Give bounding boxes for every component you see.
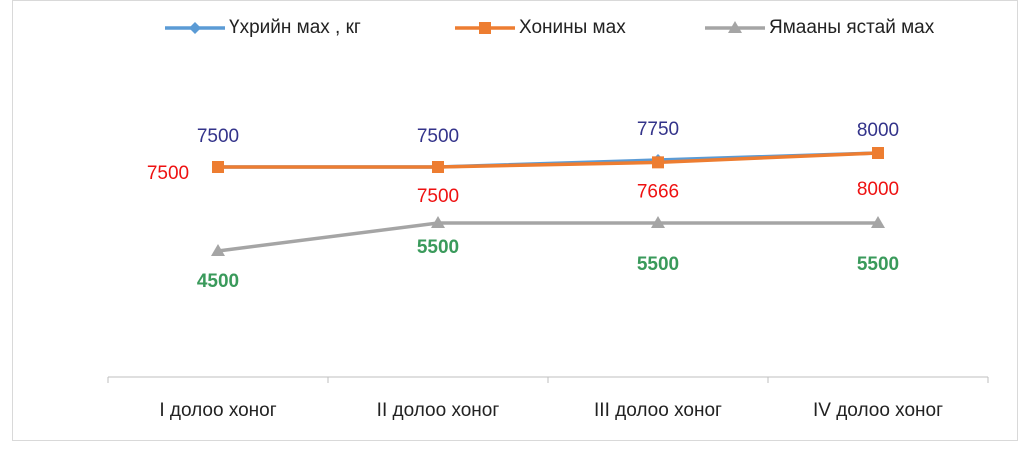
- series-line: [217, 221, 878, 253]
- x-tick-label: III долоо хоног: [594, 400, 722, 421]
- x-tick-label: II долоо хоног: [377, 400, 500, 421]
- marker: [212, 161, 224, 173]
- series-line: [218, 151, 879, 169]
- marker: [872, 147, 884, 159]
- data-label: 7500: [147, 163, 189, 184]
- data-label: 5500: [417, 237, 459, 258]
- data-label: 8000: [857, 120, 899, 141]
- marker: [652, 156, 664, 169]
- data-label: 7500: [197, 126, 239, 147]
- data-label: 7666: [637, 181, 679, 202]
- marker: [479, 22, 491, 34]
- chart-frame: [12, 0, 1018, 441]
- legend-label: Үхрийн мах , кг: [229, 17, 361, 38]
- marker: [728, 21, 742, 33]
- data-label: 7500: [417, 186, 459, 207]
- legend-label: Хонины мах: [519, 17, 626, 38]
- marker: [651, 216, 665, 228]
- data-label: 8000: [857, 179, 899, 200]
- x-tick-label: I долоо хоног: [159, 400, 276, 421]
- data-label: 4500: [197, 271, 239, 292]
- legend-label: Ямааны ястай мах: [769, 17, 935, 38]
- marker: [432, 161, 444, 173]
- data-label: 5500: [857, 254, 899, 275]
- data-label: 5500: [637, 254, 679, 275]
- marker: [871, 216, 885, 228]
- marker: [431, 216, 445, 228]
- data-label: 7500: [417, 126, 459, 147]
- marker: [189, 22, 201, 34]
- x-tick-label: IV долоо хоног: [813, 400, 943, 421]
- marker: [211, 244, 225, 256]
- data-label: 7750: [637, 119, 679, 140]
